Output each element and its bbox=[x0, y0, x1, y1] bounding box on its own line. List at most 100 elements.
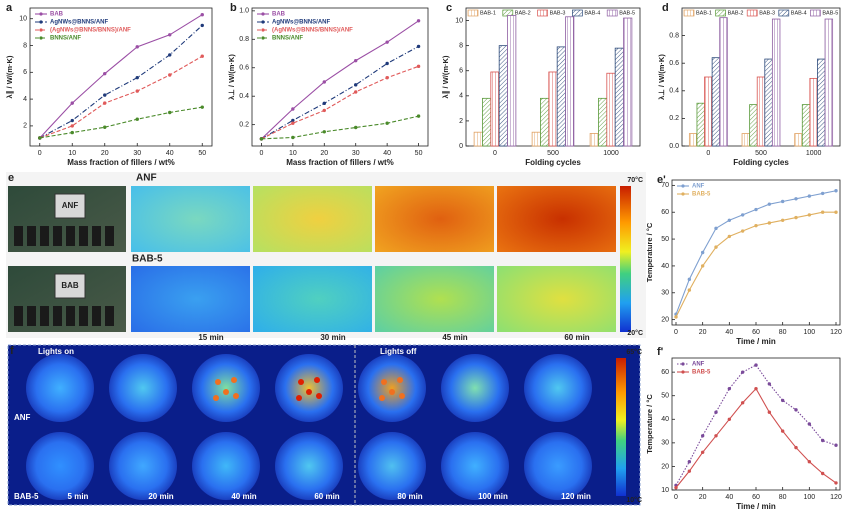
series-line bbox=[675, 364, 837, 486]
panel-label: e bbox=[8, 172, 14, 184]
x-tick-label: 40 bbox=[166, 150, 174, 157]
bar bbox=[809, 77, 818, 147]
data-point bbox=[700, 434, 705, 438]
thermal-disc bbox=[358, 354, 426, 422]
data-point bbox=[70, 124, 74, 128]
y-axis-label: λ⊥ / W/(m·K) bbox=[657, 54, 666, 100]
y-axis-label: λ∥ / W/(m·K) bbox=[5, 55, 14, 98]
y-tick-label: 50 bbox=[661, 236, 669, 243]
data-point bbox=[674, 485, 678, 490]
legend-label: ANF bbox=[692, 362, 705, 368]
data-point bbox=[416, 114, 421, 118]
data-point bbox=[103, 93, 107, 97]
cpu bbox=[54, 193, 86, 219]
y-tick-label: 10 bbox=[661, 487, 669, 494]
bar bbox=[756, 76, 766, 147]
scale-max: 70°C bbox=[627, 176, 643, 184]
panel-label: c bbox=[446, 2, 452, 14]
x-tick-label: 20 bbox=[320, 150, 328, 157]
x-tick-label: 10 bbox=[68, 150, 76, 157]
sample-label: BAB-5 bbox=[132, 254, 163, 265]
hot-spot bbox=[298, 379, 304, 385]
data-point bbox=[767, 202, 772, 206]
hot-spot bbox=[213, 395, 219, 401]
panel-label: a bbox=[6, 2, 13, 14]
y-tick-label: 70 bbox=[661, 182, 669, 189]
color-scale bbox=[620, 186, 631, 332]
data-point bbox=[135, 45, 139, 49]
data-point bbox=[754, 363, 758, 367]
scale-min: 20°C bbox=[627, 329, 643, 337]
y-tick-label: 0.8 bbox=[239, 36, 249, 43]
data-point bbox=[714, 226, 718, 231]
series-line bbox=[39, 25, 203, 139]
thermal-disc bbox=[109, 432, 177, 500]
x-tick-label: 1000 bbox=[806, 150, 822, 157]
sample-label: ANF bbox=[136, 173, 157, 184]
bar bbox=[473, 131, 483, 147]
legend-swatch bbox=[537, 9, 548, 17]
data-point bbox=[727, 234, 732, 239]
x-tick-label: 500 bbox=[547, 150, 559, 157]
bar bbox=[623, 17, 633, 147]
legend-swatch bbox=[606, 9, 618, 17]
bar bbox=[817, 58, 826, 147]
x-tick-label: 40 bbox=[725, 329, 733, 336]
data-point bbox=[780, 218, 785, 222]
data-point bbox=[168, 73, 172, 77]
bar bbox=[771, 18, 781, 147]
data-point bbox=[767, 221, 772, 225]
pcb-chip bbox=[79, 226, 88, 246]
y-axis-label: λ⊥ / W/(m·K) bbox=[227, 54, 236, 100]
panel-label: e' bbox=[657, 174, 666, 186]
panel-label: f bbox=[10, 345, 14, 357]
legend-marker bbox=[681, 362, 685, 366]
legend-marker bbox=[681, 370, 685, 374]
bar bbox=[688, 133, 698, 147]
data-point bbox=[807, 213, 812, 217]
legend-label: BAB-4 bbox=[791, 10, 807, 16]
y-tick-label: 2 bbox=[459, 118, 463, 125]
phase-label: Lights on bbox=[38, 347, 74, 356]
bar bbox=[614, 47, 624, 147]
data-point bbox=[820, 438, 825, 443]
legend-label: (AgNWs@BNNS/BNNS)/ANF bbox=[272, 28, 353, 34]
data-point bbox=[38, 136, 42, 140]
legend-label: (AgNWs@BNNS/BNNS)/ANF bbox=[50, 28, 131, 34]
data-point bbox=[354, 90, 358, 94]
series-line bbox=[39, 14, 203, 139]
panel-label: f' bbox=[657, 346, 664, 358]
panel-label: b bbox=[230, 2, 237, 14]
thermal-disc bbox=[26, 354, 94, 422]
y-tick-label: 0.0 bbox=[669, 143, 679, 150]
time-label: 120 min bbox=[561, 492, 591, 501]
y-tick-label: 0.6 bbox=[239, 65, 249, 72]
x-tick-label: 20 bbox=[101, 150, 109, 157]
y-tick-label: 30 bbox=[661, 290, 669, 297]
x-tick-label: 0 bbox=[706, 150, 710, 157]
bar bbox=[824, 18, 834, 147]
data-point bbox=[70, 101, 74, 105]
y-tick-label: 0 bbox=[459, 143, 463, 150]
plot-frame bbox=[671, 357, 841, 491]
data-point bbox=[700, 450, 705, 454]
legend-label: AgNWs@BNNS/ANF bbox=[272, 20, 331, 26]
x-axis-label: Folding cycles bbox=[733, 158, 789, 167]
data-point bbox=[322, 80, 326, 84]
hot-spot bbox=[379, 395, 385, 401]
chip-label: BAB bbox=[61, 281, 79, 290]
pcb-chip bbox=[53, 226, 62, 246]
x-tick-label: 20 bbox=[699, 329, 707, 336]
data-point bbox=[807, 194, 812, 198]
data-point bbox=[385, 121, 389, 125]
data-point bbox=[168, 33, 172, 37]
y-tick-label: 40 bbox=[661, 263, 669, 270]
data-point bbox=[740, 229, 745, 233]
bar bbox=[764, 58, 773, 147]
data-point bbox=[740, 401, 745, 405]
pcb-chip bbox=[92, 306, 101, 326]
data-point bbox=[740, 213, 745, 217]
pcb-chip bbox=[40, 306, 49, 326]
y-axis-label: λ∥ / W/(m·K) bbox=[441, 55, 450, 98]
series-line bbox=[261, 20, 419, 140]
